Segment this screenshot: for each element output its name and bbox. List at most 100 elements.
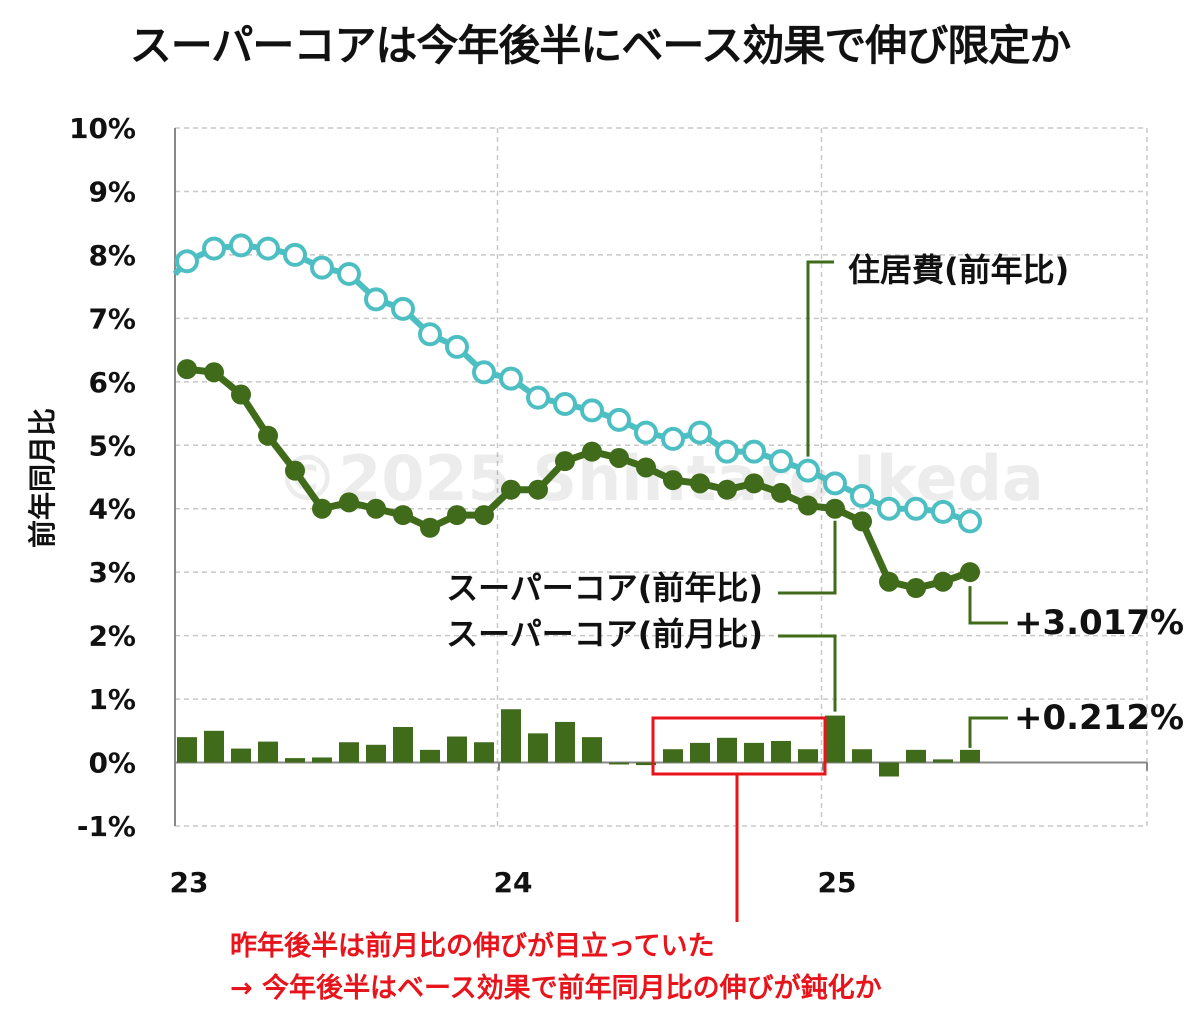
housing-point: [472, 360, 496, 385]
housing-point: [310, 255, 334, 280]
housing-point: [364, 287, 388, 312]
series-label-supercore-yoy: スーパーコア(前年比): [446, 569, 763, 607]
housing-point: [580, 398, 604, 423]
bar: [798, 749, 818, 763]
supercore-yoy-point: [609, 447, 629, 468]
housing-point: [175, 249, 199, 274]
supercore-yoy-point: [879, 571, 899, 592]
series-label-supercore-mom: スーパーコア(前月比): [446, 615, 763, 653]
bar: [474, 742, 494, 763]
housing-point: [823, 471, 847, 496]
y-tick-label: 4%: [88, 493, 136, 526]
y-tick-label: 5%: [88, 429, 136, 462]
housing-point: [769, 449, 793, 474]
supercore-yoy-point: [960, 562, 980, 583]
grid: [175, 127, 1148, 827]
housing-point: [445, 334, 469, 359]
watermark: ©2025 Shintaro Ikeda: [276, 442, 1043, 515]
highlight-box: [651, 716, 827, 776]
housing-point: [904, 496, 928, 521]
bar: [933, 759, 953, 763]
supercore-yoy-point: [798, 495, 818, 516]
series-labels: 住居費(前年比) スーパーコア(前年比) スーパーコア(前月比) +3.017% +0.…: [446, 251, 1184, 748]
supercore-yoy-point: [717, 479, 737, 500]
last-value-yoy: +3.017%: [1014, 603, 1184, 643]
annotation: 昨年後半は前月比の伸びが目立っていた → 今年後半はベース効果で前年同月比の伸びが…: [230, 716, 882, 1004]
y-tick-label: 0%: [88, 747, 136, 780]
bar: [420, 749, 440, 763]
supercore-yoy-point: [771, 482, 791, 503]
bar: [717, 737, 737, 763]
bar: [393, 727, 413, 763]
supercore-yoy-point: [528, 479, 548, 500]
supercore-yoy-point: [474, 505, 494, 526]
housing-point: [607, 407, 631, 432]
bar: [258, 741, 278, 763]
x-tick-label: 25: [818, 866, 857, 899]
supercore-yoy-point: [555, 451, 575, 472]
housing-point: [634, 420, 658, 445]
series-label-housing-leader: [806, 260, 834, 457]
x-tick-label: 23: [170, 866, 209, 899]
bar: [852, 749, 872, 763]
bar: [177, 737, 197, 763]
housing-point: [337, 261, 361, 286]
series-label-housing: 住居費(前年比): [848, 251, 1069, 289]
y-tick-label: 3%: [88, 556, 136, 589]
series-label-supercore-yoy-leader: [778, 520, 837, 595]
supercore-yoy-point: [258, 425, 278, 446]
supercore-yoy-point: [231, 384, 251, 405]
bar: [528, 733, 548, 763]
housing-point: [877, 496, 901, 521]
bar: [879, 762, 899, 777]
chart-title: スーパーコアは今年後半にベース効果で伸び限定か: [129, 21, 1071, 70]
supercore-yoy-point: [582, 441, 602, 462]
supercore-yoy-point: [825, 498, 845, 519]
bar: [447, 736, 467, 763]
housing-point: [931, 499, 955, 524]
supercore-yoy-point: [933, 571, 953, 592]
housing-point: [742, 439, 766, 464]
bar: [825, 715, 845, 763]
supercore-yoy-point: [339, 492, 359, 513]
y-tick-label: 8%: [88, 239, 136, 272]
housing-point: [796, 458, 820, 483]
supercore-yoy-point: [312, 498, 332, 519]
housing-point: [391, 296, 415, 321]
bar: [501, 709, 521, 763]
supercore-yoy-point: [501, 479, 521, 500]
supercore-yoy-point: [663, 470, 683, 491]
bar: [582, 737, 602, 763]
housing-point: [526, 385, 550, 410]
housing-point: [661, 426, 685, 451]
supercore-yoy-point: [393, 505, 413, 526]
line-series: [172, 233, 982, 599]
bar: [231, 748, 251, 763]
supercore-yoy-point: [690, 473, 710, 494]
y-tick-label: 10%: [69, 112, 136, 145]
housing-point: [418, 322, 442, 347]
housing-point: [202, 236, 226, 261]
supercore-yoy-point: [852, 511, 872, 532]
bar: [339, 742, 359, 763]
bar: [636, 762, 656, 766]
annotation-line: 昨年後半は前月比の伸びが目立っていた: [230, 930, 715, 962]
housing-point: [499, 366, 523, 391]
housing-point: [229, 233, 253, 258]
housing-point: [256, 236, 280, 261]
y-tick-label: -1%: [77, 810, 136, 843]
bar: [744, 742, 764, 763]
supercore-yoy-point: [447, 505, 467, 526]
bar: [366, 744, 386, 763]
y-tick-label: 7%: [88, 302, 136, 335]
bar: [555, 721, 575, 763]
supercore-yoy-point: [285, 460, 305, 481]
housing-point: [283, 242, 307, 267]
housing-point: [850, 484, 874, 509]
bar: [771, 740, 791, 763]
supercore-yoy-point: [906, 578, 926, 599]
supercore-yoy-point: [636, 457, 656, 478]
bar-series-monthly: [177, 709, 980, 777]
axes: 10% 9% 8% 7% 6% 5% 4% 3% 2% 1% 0% -1% 23 24 25: [69, 112, 1148, 899]
